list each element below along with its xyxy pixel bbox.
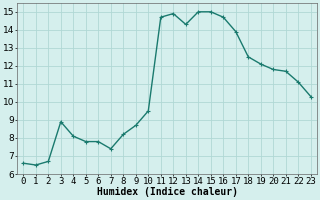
X-axis label: Humidex (Indice chaleur): Humidex (Indice chaleur) (97, 187, 237, 197)
